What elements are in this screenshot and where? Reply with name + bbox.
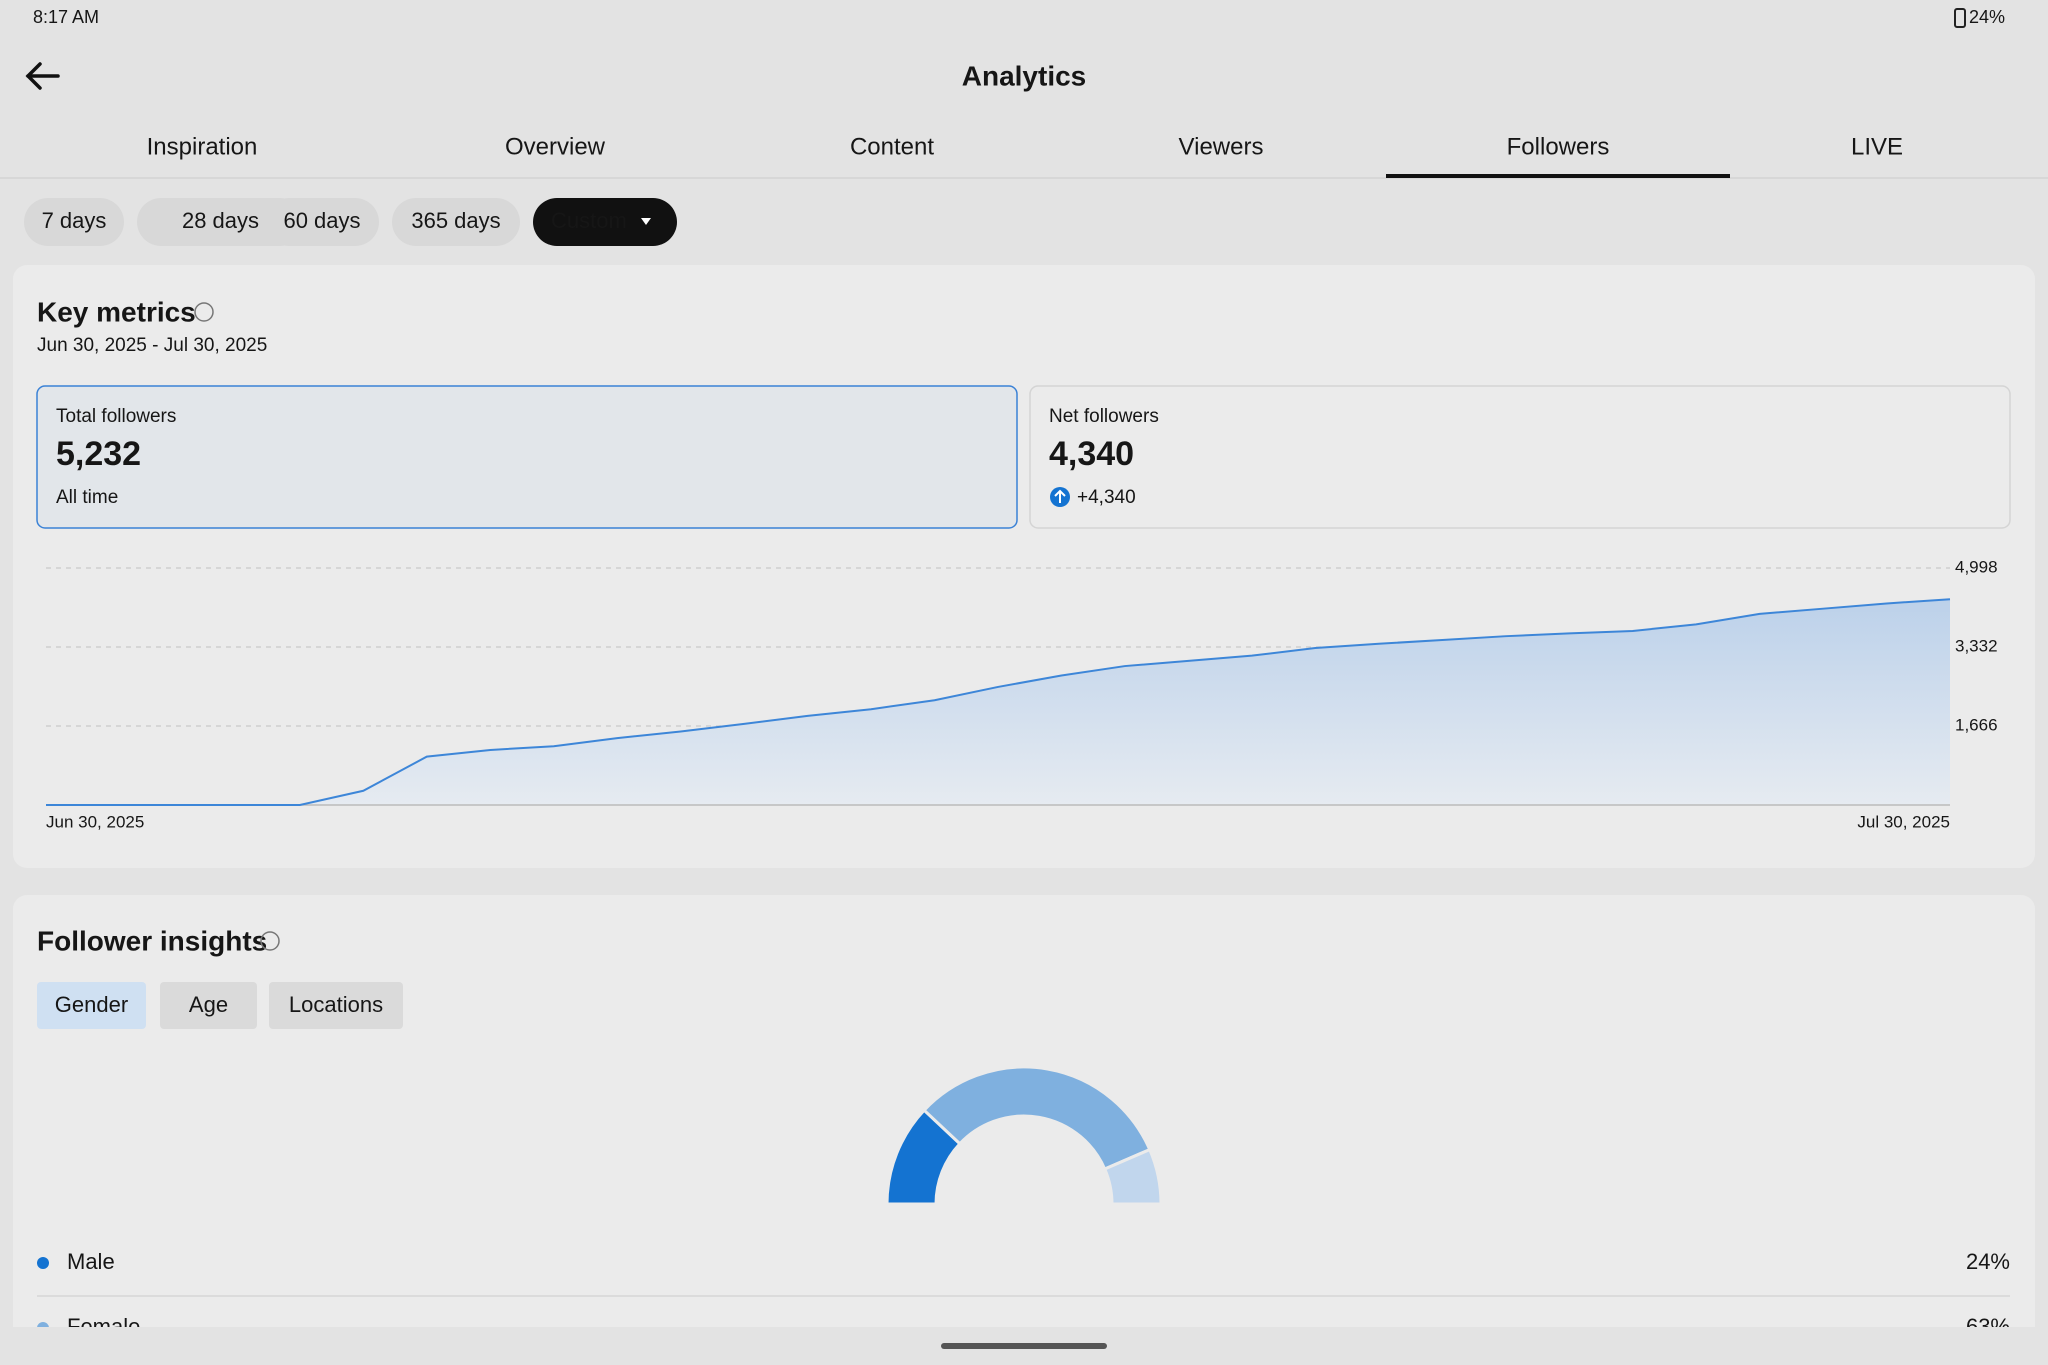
- donut-segment: [1102, 1147, 1163, 1206]
- status-time: 8:17 AM: [33, 7, 99, 27]
- legend-dot: [37, 1257, 49, 1269]
- tab-indicator: [1386, 174, 1730, 178]
- back-button[interactable]: [25, 62, 60, 90]
- info-icon: [260, 931, 280, 951]
- section-title: Follower insights: [37, 925, 267, 956]
- date-filter-pill[interactable]: [392, 198, 520, 246]
- info-icon: [194, 302, 214, 322]
- section-title: Key metrics: [37, 296, 196, 327]
- date-filter-label[interactable]: 60 days: [283, 208, 360, 233]
- metric-card[interactable]: [1029, 385, 2011, 529]
- y-tick-label: 1,666: [1955, 715, 1998, 734]
- legend-label: Female: [67, 1314, 140, 1339]
- date-filter-pill[interactable]: [265, 198, 379, 246]
- metric-card[interactable]: [36, 385, 1018, 529]
- up-arrow: [1054, 489, 1066, 503]
- metric-change: +4,340: [1077, 487, 1136, 508]
- y-tick-label: 4,998: [1955, 557, 1998, 576]
- page-title: Analytics: [962, 60, 1087, 91]
- legend-value: 63%: [1966, 1314, 2010, 1339]
- gender-list: Male 24% Female 63%: [37, 1249, 2010, 1339]
- insight-tab[interactable]: [37, 982, 146, 1029]
- legend-label: Male: [67, 1249, 115, 1274]
- date-filter-pill[interactable]: [533, 198, 677, 246]
- metric-note: All time: [56, 487, 118, 508]
- dropdown-caret: [641, 218, 651, 225]
- insight-tab-label[interactable]: Locations: [289, 992, 383, 1017]
- status-battery: 24%: [1969, 7, 2005, 27]
- metric-value: 5,232: [56, 435, 141, 473]
- tab[interactable]: Overview: [505, 133, 606, 160]
- tab[interactable]: Inspiration: [147, 133, 258, 160]
- metric-label: Net followers: [1049, 406, 1159, 427]
- date-filter-pill[interactable]: [137, 198, 304, 246]
- date-filter-label[interactable]: Custom: [551, 208, 627, 233]
- insight-tab[interactable]: [269, 982, 403, 1029]
- donut-segment: [922, 1065, 1152, 1172]
- home-handle[interactable]: [941, 1343, 1107, 1349]
- insight-tab[interactable]: [160, 982, 257, 1029]
- y-tick-label: 3,332: [1955, 636, 1998, 655]
- date-filter-label[interactable]: 7 days: [42, 208, 107, 233]
- metric-label: Total followers: [56, 406, 176, 427]
- legend-dot: [37, 1322, 49, 1327]
- tab[interactable]: Content: [850, 133, 934, 160]
- x-tick-label: Jun 30, 2025: [46, 812, 144, 831]
- metric-value: 4,340: [1049, 435, 1134, 473]
- tab[interactable]: Followers: [1507, 133, 1610, 160]
- date-filter-pill[interactable]: [24, 198, 124, 246]
- follower-insights-card: [13, 895, 2035, 1365]
- legend-value: 24%: [1966, 1249, 2010, 1274]
- x-tick-label: Jul 30, 2025: [1857, 812, 1950, 831]
- insight-tab-label[interactable]: Gender: [55, 992, 128, 1017]
- date-filter-label[interactable]: 365 days: [411, 208, 500, 233]
- insight-tab-label[interactable]: Age: [189, 992, 228, 1017]
- arrow-head: [25, 62, 42, 90]
- battery-icon: [1954, 8, 1966, 28]
- date-filter-label[interactable]: 28 days: [182, 208, 259, 233]
- line: [46, 598, 1951, 806]
- area-fill: [46, 599, 1950, 805]
- tab[interactable]: LIVE: [1851, 133, 1903, 160]
- tab[interactable]: Viewers: [1179, 133, 1264, 160]
- date-range: Jun 30, 2025 - Jul 30, 2025: [37, 335, 267, 356]
